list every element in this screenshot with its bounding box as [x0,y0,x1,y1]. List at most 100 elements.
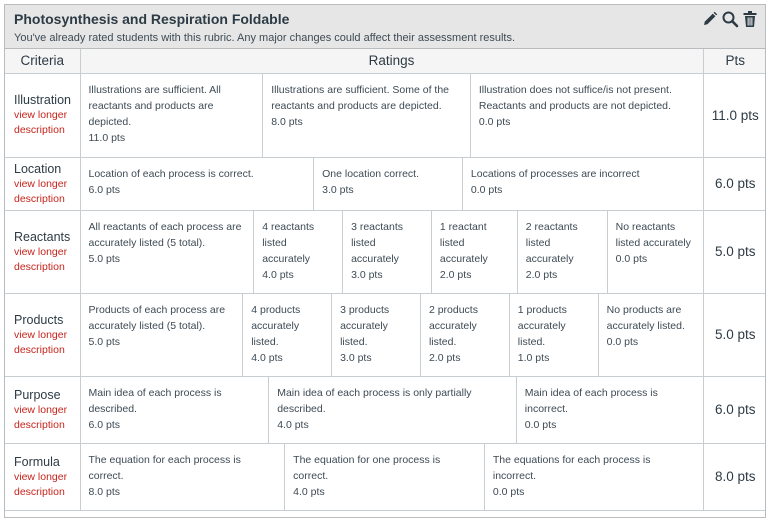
ratings-cell: Location of each process is correct. 6.0… [79,156,704,211]
rating-points: 2.0 pts [428,351,461,364]
rating-description: One location correct. [322,167,420,180]
rating-points: 4.0 pts [293,485,325,498]
rating-cell[interactable]: No reactants listed accurately 0.0 pts [606,210,703,293]
criterion-cell: Products view longer description [5,292,81,377]
rating-description: 3 products accurately listed. [340,303,390,348]
rating-cell[interactable]: Main idea of each process is described. … [81,377,269,443]
criterion-points: 11.0 pts [702,72,765,158]
rating-description: 4 products accurately listed. [251,303,301,348]
rating-cell[interactable]: One location correct. 3.0 pts [313,157,462,210]
rating-points: 11.0 pts [88,131,126,144]
rating-description: 3 reactants listed accurately [351,220,404,265]
criterion-row-products: Products view longer description Product… [5,292,765,377]
rating-points: 0.0 pts [615,252,648,265]
rating-points: 3.0 pts [340,351,372,364]
criterion-points: 5.0 pts [702,292,765,377]
criterion-row-illustration: Illustration view longer description Ill… [5,72,765,158]
rating-points: 0.0 pts [606,335,639,348]
pencil-icon[interactable] [701,10,719,28]
rating-description: Illustrations are sufficient. Some of th… [271,83,450,112]
rubric-table: Criteria Ratings Pts Illustration view l… [5,49,765,511]
ratings-cell: All reactants of each process are accura… [79,209,704,294]
view-longer-description-link[interactable]: view longer description [14,403,68,431]
rating-description: 1 reactant listed accurately [439,220,488,265]
rating-description: The equation for each process is correct… [88,453,241,482]
criterion-name: Formula [14,454,60,469]
rating-cell[interactable]: Illustrations are sufficient. Some of th… [262,73,470,157]
rating-cell[interactable]: 1 products accurately listed. 1.0 pts [508,293,598,376]
rating-description: Main idea of each process is only partia… [277,386,472,415]
rating-cell[interactable]: All reactants of each process are accura… [81,211,254,293]
rating-cell[interactable]: Illustrations are sufficient. All reacta… [81,74,263,157]
rating-cell[interactable]: Locations of processes are incorrect 0.0… [461,157,703,210]
criterion-row-formula: Formula view longer description The equa… [5,442,765,511]
criterion-name: Reactants [14,229,71,244]
rating-points: 3.0 pts [322,183,354,196]
rating-cell[interactable]: 3 reactants listed accurately 3.0 pts [342,210,431,293]
rating-cell[interactable]: The equation for one process is correct.… [284,443,484,510]
rubric-panel: Photosynthesis and Respiration Foldable … [4,4,766,518]
rating-description: 4 reactants listed accurately [262,220,315,265]
rating-points: 0.0 pts [470,183,503,196]
rating-cell[interactable]: Products of each process are accurately … [81,294,243,376]
rating-description: Illustrations are sufficient. All reacta… [88,83,221,128]
rubric-notice: You've already rated students with this … [14,32,516,44]
rating-description: The equations for each process is incorr… [492,453,651,482]
rating-cell[interactable]: Main idea of each process is incorrect. … [515,376,703,443]
rating-cell[interactable]: Illustration does not suffice/is not pre… [469,73,703,157]
view-longer-description-link[interactable]: view longer description [14,177,68,205]
rating-cell[interactable]: 1 reactant listed accurately 2.0 pts [430,210,517,293]
view-longer-description-link[interactable]: view longer description [14,109,68,136]
criterion-points: 5.0 pts [702,209,765,294]
rating-cell[interactable]: 2 products accurately listed. 2.0 pts [419,293,509,376]
rating-description: 2 products accurately listed. [428,303,478,348]
points-column-header: Pts [702,49,765,74]
rating-description: Location of each process is correct. [88,167,254,180]
view-longer-description-link[interactable]: view longer description [14,245,68,273]
rating-cell[interactable]: Main idea of each process is only partia… [268,376,516,443]
rating-points: 4.0 pts [262,268,294,281]
rating-points: 5.0 pts [88,335,121,348]
criterion-cell: Location view longer description [5,156,81,211]
criterion-points: 6.0 pts [702,375,765,444]
rating-cell[interactable]: 4 products accurately listed. 4.0 pts [242,293,331,376]
criterion-row-location: Location view longer description Locatio… [5,156,765,211]
magnifier-icon[interactable] [721,10,739,28]
criterion-name: Purpose [14,387,61,402]
rating-points: 0.0 pts [524,418,557,431]
rating-points: 8.0 pts [88,485,121,498]
rubric-tools [701,10,759,28]
rating-cell[interactable]: 4 reactants listed accurately 4.0 pts [253,210,342,293]
criterion-cell: Illustration view longer description [5,72,81,158]
rating-cell[interactable]: Location of each process is correct. 6.0… [81,158,314,210]
rating-cell[interactable]: 3 products accurately listed. 3.0 pts [331,293,420,376]
rubric-header: Photosynthesis and Respiration Foldable … [5,5,765,49]
criterion-row-purpose: Purpose view longer description Main ide… [5,375,765,444]
rating-cell[interactable]: The equations for each process is incorr… [483,443,703,510]
table-header-row: Criteria Ratings Pts [5,49,765,74]
rating-description: Main idea of each process is incorrect. [524,386,658,415]
rating-description: 1 products accurately listed. [517,303,567,348]
trash-icon[interactable] [741,10,759,28]
ratings-cell: The equation for each process is correct… [79,442,704,511]
rating-cell[interactable]: The equation for each process is correct… [81,444,285,510]
rating-description: All reactants of each process are accura… [88,220,242,249]
ratings-cell: Illustrations are sufficient. All reacta… [79,72,704,158]
criterion-cell: Formula view longer description [5,442,81,511]
criterion-name: Products [14,312,64,327]
view-longer-description-link[interactable]: view longer description [14,328,68,356]
rating-description: No reactants listed accurately [615,220,691,249]
rating-points: 6.0 pts [88,183,121,196]
criterion-name: Location [14,161,62,176]
rating-description: 2 reactants listed accurately [525,220,578,265]
rating-cell[interactable]: No products are accurately listed. 0.0 p… [597,293,703,376]
criterion-cell: Reactants view longer description [5,209,81,294]
view-longer-description-link[interactable]: view longer description [14,470,68,498]
rating-cell[interactable]: 2 reactants listed accurately 2.0 pts [516,210,607,293]
criterion-points: 6.0 pts [702,156,765,211]
ratings-cell: Products of each process are accurately … [79,292,704,377]
rating-points: 2.0 pts [439,268,472,281]
rating-description: No products are accurately listed. [606,303,685,332]
ratings-column-header: Ratings [79,49,704,74]
rating-points: 1.0 pts [517,351,550,364]
